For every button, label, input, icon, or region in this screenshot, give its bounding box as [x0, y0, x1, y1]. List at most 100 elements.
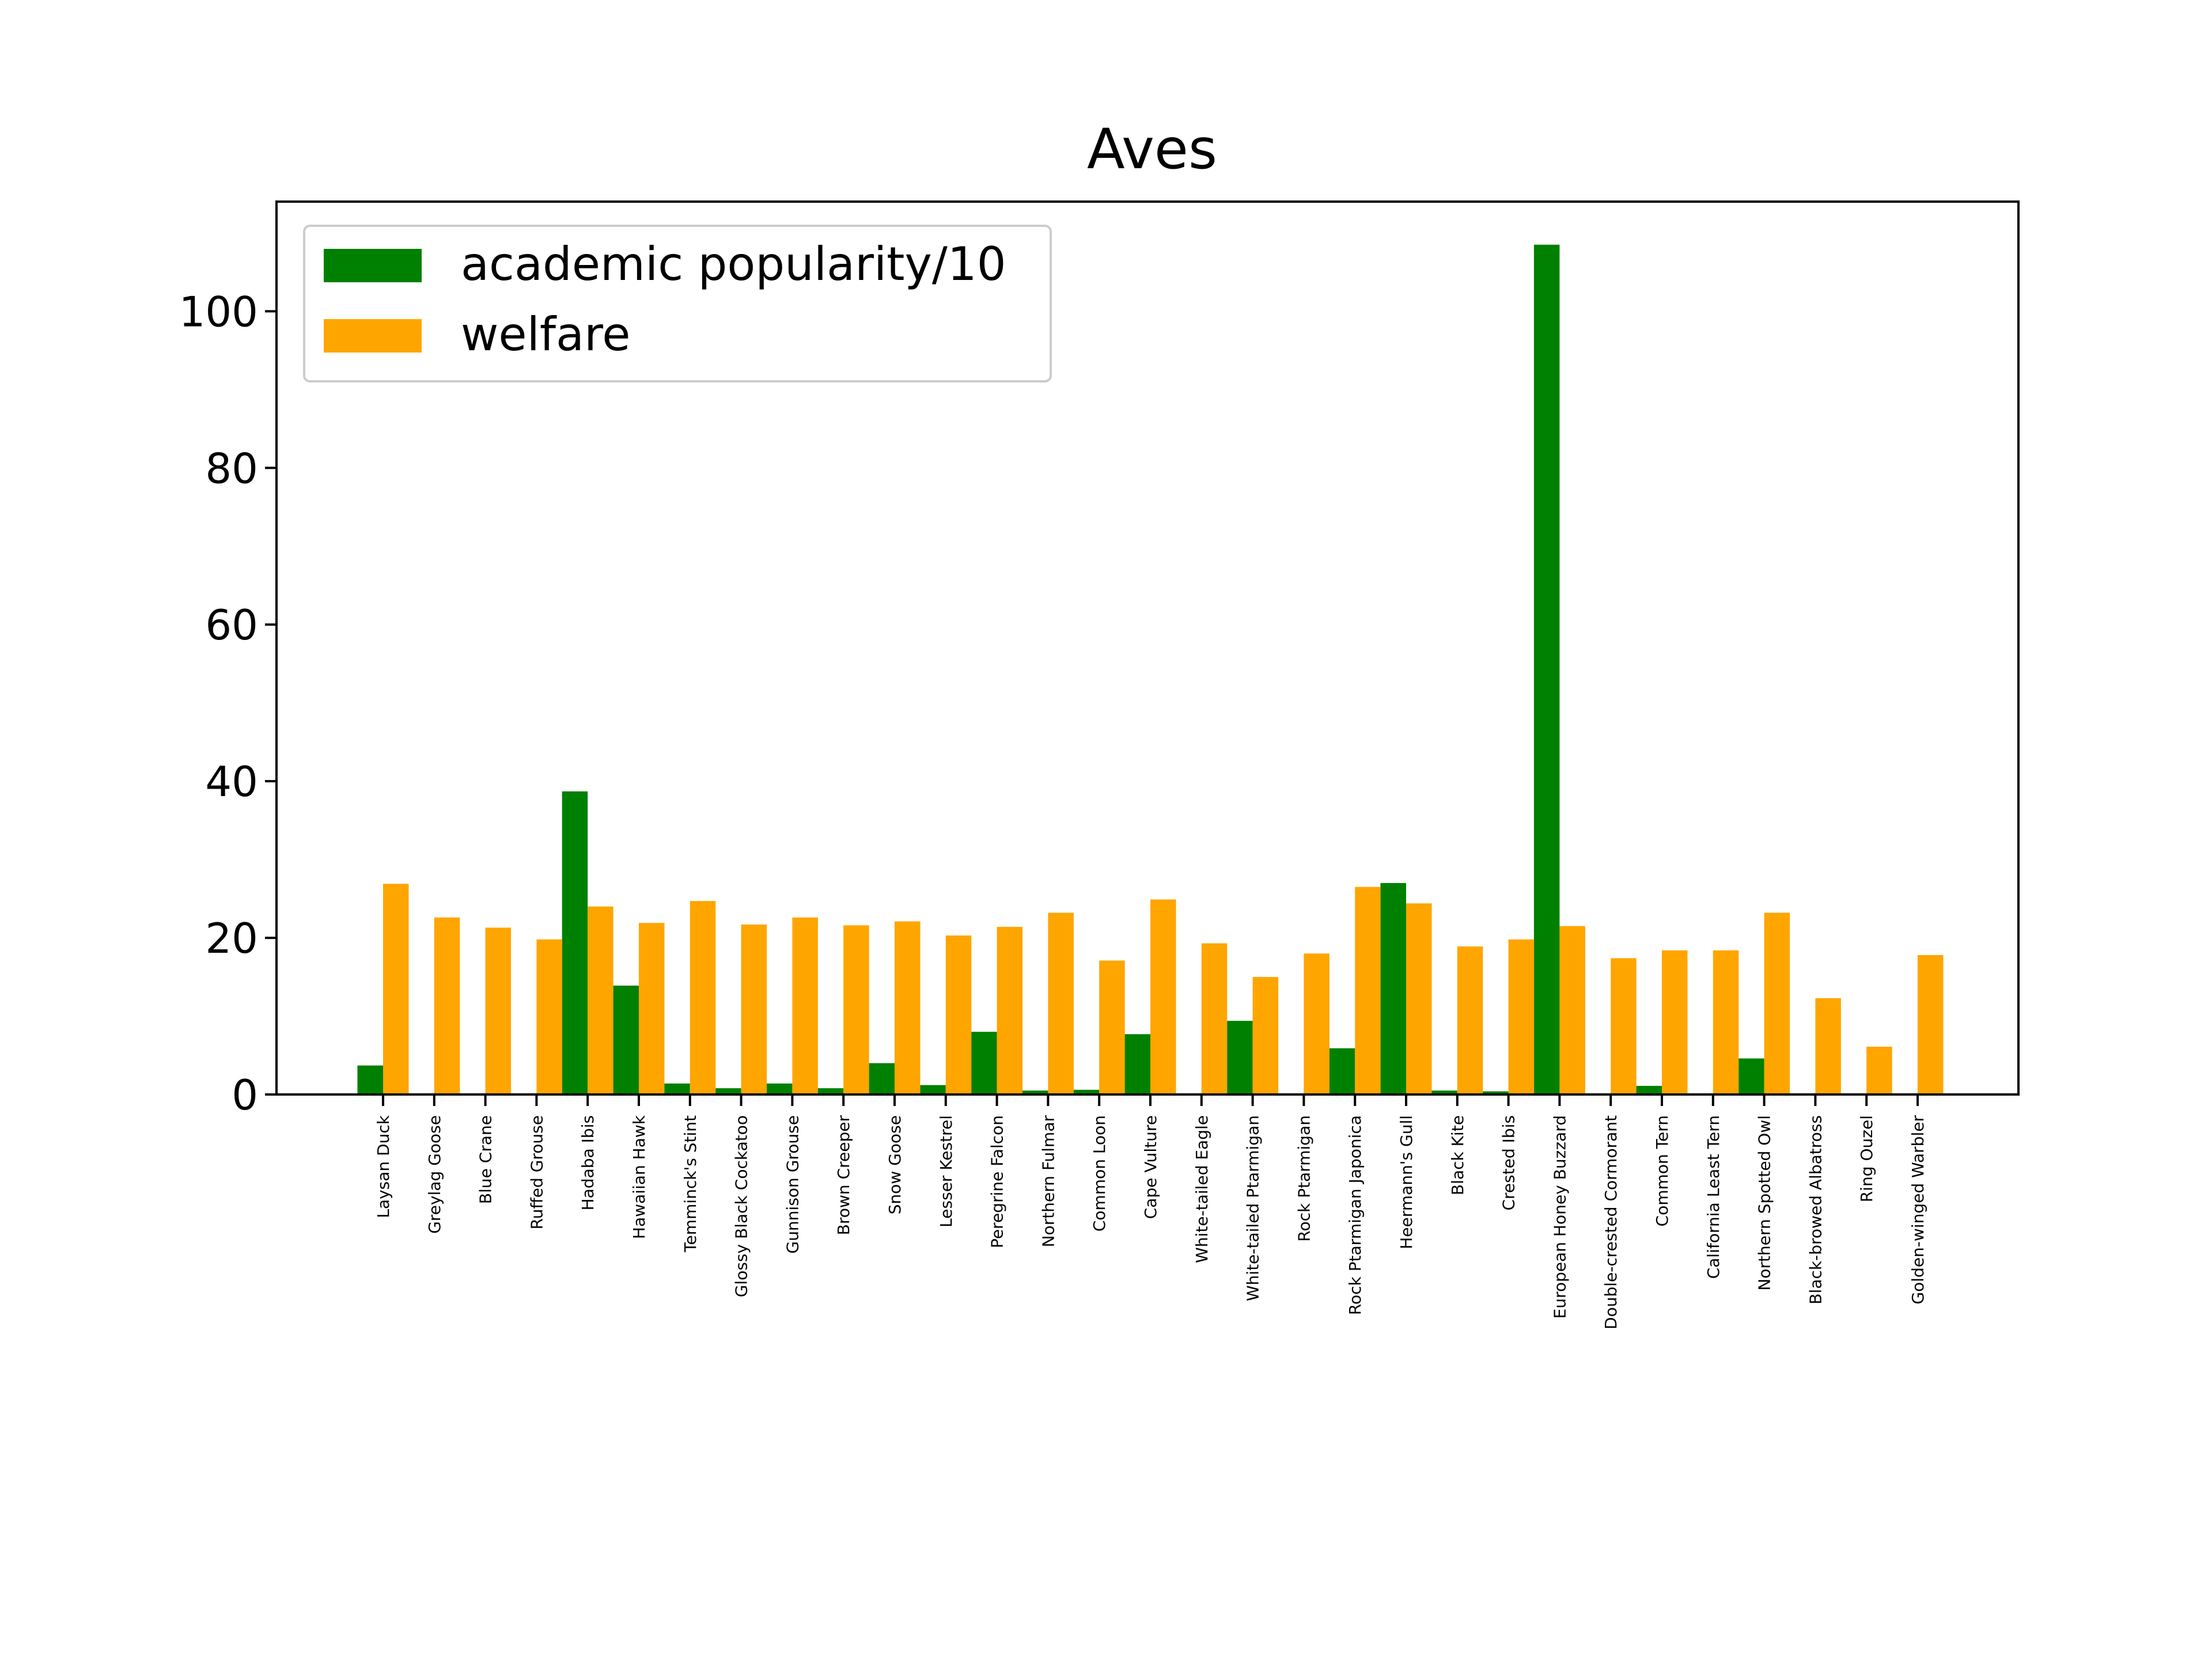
legend-label-academic-popularity: academic popularity/10 — [461, 237, 1006, 291]
bar-welfare-22 — [1508, 939, 1535, 1094]
bar-welfare-8 — [792, 917, 818, 1094]
x-axis: Laysan Duck Greylag Goose Blue Crane Ruffed… — [374, 1094, 1927, 1330]
x-tick-label: White-tailed Ptarmigan — [1244, 1115, 1263, 1301]
bars — [357, 244, 1944, 1094]
x-tick-label: Common Loon — [1090, 1115, 1109, 1232]
legend-box — [303, 225, 1052, 382]
bar-academic-popularity-8 — [766, 1083, 793, 1094]
x-tick-label: Northern Spotted Owl — [1755, 1115, 1774, 1290]
bar-welfare-5 — [639, 923, 665, 1094]
x-tick-label: Rock Ptarmigan Japonica — [1346, 1115, 1365, 1315]
x-tick-label: Ring Ouzel — [1857, 1115, 1876, 1202]
legend-swatch-welfare — [324, 319, 422, 353]
bar-academic-popularity-6 — [664, 1083, 690, 1094]
bar-academic-popularity-11 — [920, 1085, 946, 1094]
y-axis: 0 20 40 60 80 100 — [179, 287, 276, 1119]
x-tick-label: Temminck's Stint — [681, 1115, 700, 1253]
bar-welfare-15 — [1150, 899, 1176, 1094]
bar-academic-popularity-4 — [562, 791, 588, 1094]
bar-welfare-10 — [895, 921, 921, 1094]
bar-welfare-25 — [1662, 950, 1688, 1094]
x-tick-label: Greylag Goose — [425, 1115, 444, 1234]
bar-academic-popularity-7 — [715, 1088, 741, 1094]
y-tick-label: 80 — [205, 444, 258, 493]
bar-welfare-17 — [1252, 977, 1279, 1094]
bar-academic-popularity-12 — [971, 1032, 997, 1094]
x-tick-label: Common Tern — [1653, 1115, 1672, 1226]
x-tick-label: Hawaiian Hawk — [630, 1115, 649, 1239]
legend: academic popularity/10 welfare — [303, 225, 1052, 382]
y-tick-label: 40 — [205, 757, 258, 806]
x-tick-label: Hadaba Ibis — [578, 1115, 597, 1210]
bar-academic-popularity-9 — [817, 1088, 844, 1094]
bar-academic-popularity-13 — [1022, 1090, 1048, 1094]
x-tick-label: Black-browed Albatross — [1806, 1115, 1825, 1305]
bar-welfare-6 — [690, 901, 716, 1094]
x-tick-label: Golden-winged Warbler — [1908, 1115, 1927, 1305]
bar-welfare-16 — [1201, 943, 1228, 1094]
bar-academic-popularity-17 — [1227, 1021, 1253, 1094]
bar-academic-popularity-15 — [1124, 1034, 1150, 1094]
bar-academic-popularity-19 — [1329, 1048, 1355, 1094]
bar-welfare-28 — [1815, 998, 1841, 1094]
x-tick-label: Heermann's Gull — [1397, 1115, 1416, 1249]
plot-frame — [275, 200, 2020, 1096]
bar-welfare-12 — [997, 927, 1023, 1094]
x-tick-label: Glossy Black Cockatoo — [732, 1115, 751, 1297]
bar-welfare-14 — [1099, 960, 1125, 1094]
bar-welfare-13 — [1048, 912, 1074, 1094]
bar-welfare-1 — [434, 917, 460, 1094]
bar-academic-popularity-22 — [1483, 1091, 1509, 1094]
bar-welfare-19 — [1355, 887, 1381, 1094]
bar-academic-popularity-10 — [869, 1063, 895, 1094]
bar-academic-popularity-5 — [613, 986, 639, 1094]
legend-swatch-academic-popularity — [324, 249, 422, 282]
bar-academic-popularity-21 — [1431, 1090, 1457, 1094]
bar-welfare-0 — [383, 884, 409, 1094]
bar-welfare-4 — [588, 906, 613, 1094]
bar-welfare-18 — [1304, 953, 1330, 1094]
bar-welfare-7 — [741, 924, 767, 1094]
bar-academic-popularity-23 — [1533, 244, 1560, 1094]
bar-welfare-30 — [1918, 955, 1944, 1094]
y-tick-label: 60 — [205, 601, 258, 649]
x-tick-label: Brown Creeper — [834, 1115, 853, 1236]
x-tick-label: Snow Goose — [885, 1115, 904, 1214]
bar-welfare-26 — [1713, 950, 1739, 1094]
x-tick-label: Rock Ptarmigan — [1294, 1115, 1313, 1242]
y-tick-label: 0 — [232, 1071, 258, 1119]
bar-academic-popularity-20 — [1380, 882, 1406, 1094]
bar-academic-popularity-0 — [357, 1065, 383, 1094]
x-tick-label: Double-crested Cormorant — [1601, 1115, 1620, 1330]
bar-welfare-27 — [1764, 912, 1790, 1094]
bar-welfare-23 — [1559, 926, 1585, 1094]
y-tick-label: 20 — [205, 914, 258, 963]
x-tick-label: California Least Tern — [1704, 1115, 1723, 1279]
bar-welfare-21 — [1457, 946, 1483, 1094]
x-tick-label: Peregrine Falcon — [988, 1115, 1007, 1248]
x-tick-label: European Honey Buzzard — [1550, 1115, 1569, 1319]
x-tick-label: Blue Crane — [476, 1115, 495, 1204]
chart-title: Aves — [1087, 117, 1217, 181]
x-tick-label: Black Kite — [1448, 1115, 1467, 1195]
y-tick-label: 100 — [179, 287, 258, 336]
bar-welfare-2 — [485, 927, 512, 1094]
legend-label-welfare: welfare — [461, 308, 630, 361]
x-tick-label: Laysan Duck — [374, 1115, 393, 1218]
bar-academic-popularity-14 — [1073, 1089, 1100, 1094]
bar-welfare-24 — [1611, 958, 1637, 1094]
bar-welfare-3 — [536, 939, 562, 1094]
x-tick-label: Northern Fulmar — [1039, 1115, 1058, 1248]
bar-welfare-11 — [945, 935, 972, 1094]
bar-welfare-20 — [1406, 903, 1432, 1094]
bar-academic-popularity-25 — [1636, 1086, 1662, 1094]
bar-welfare-29 — [1866, 1047, 1892, 1094]
x-tick-label: Ruffed Grouse — [527, 1115, 546, 1229]
x-tick-label: Crested Ibis — [1499, 1115, 1518, 1211]
bar-welfare-9 — [843, 925, 869, 1094]
x-tick-label: Gunnison Grouse — [783, 1115, 802, 1253]
x-tick-label: Cape Vulture — [1141, 1115, 1160, 1219]
x-tick-label: White-tailed Eagle — [1192, 1115, 1211, 1263]
x-tick-label: Lesser Kestrel — [937, 1115, 956, 1228]
